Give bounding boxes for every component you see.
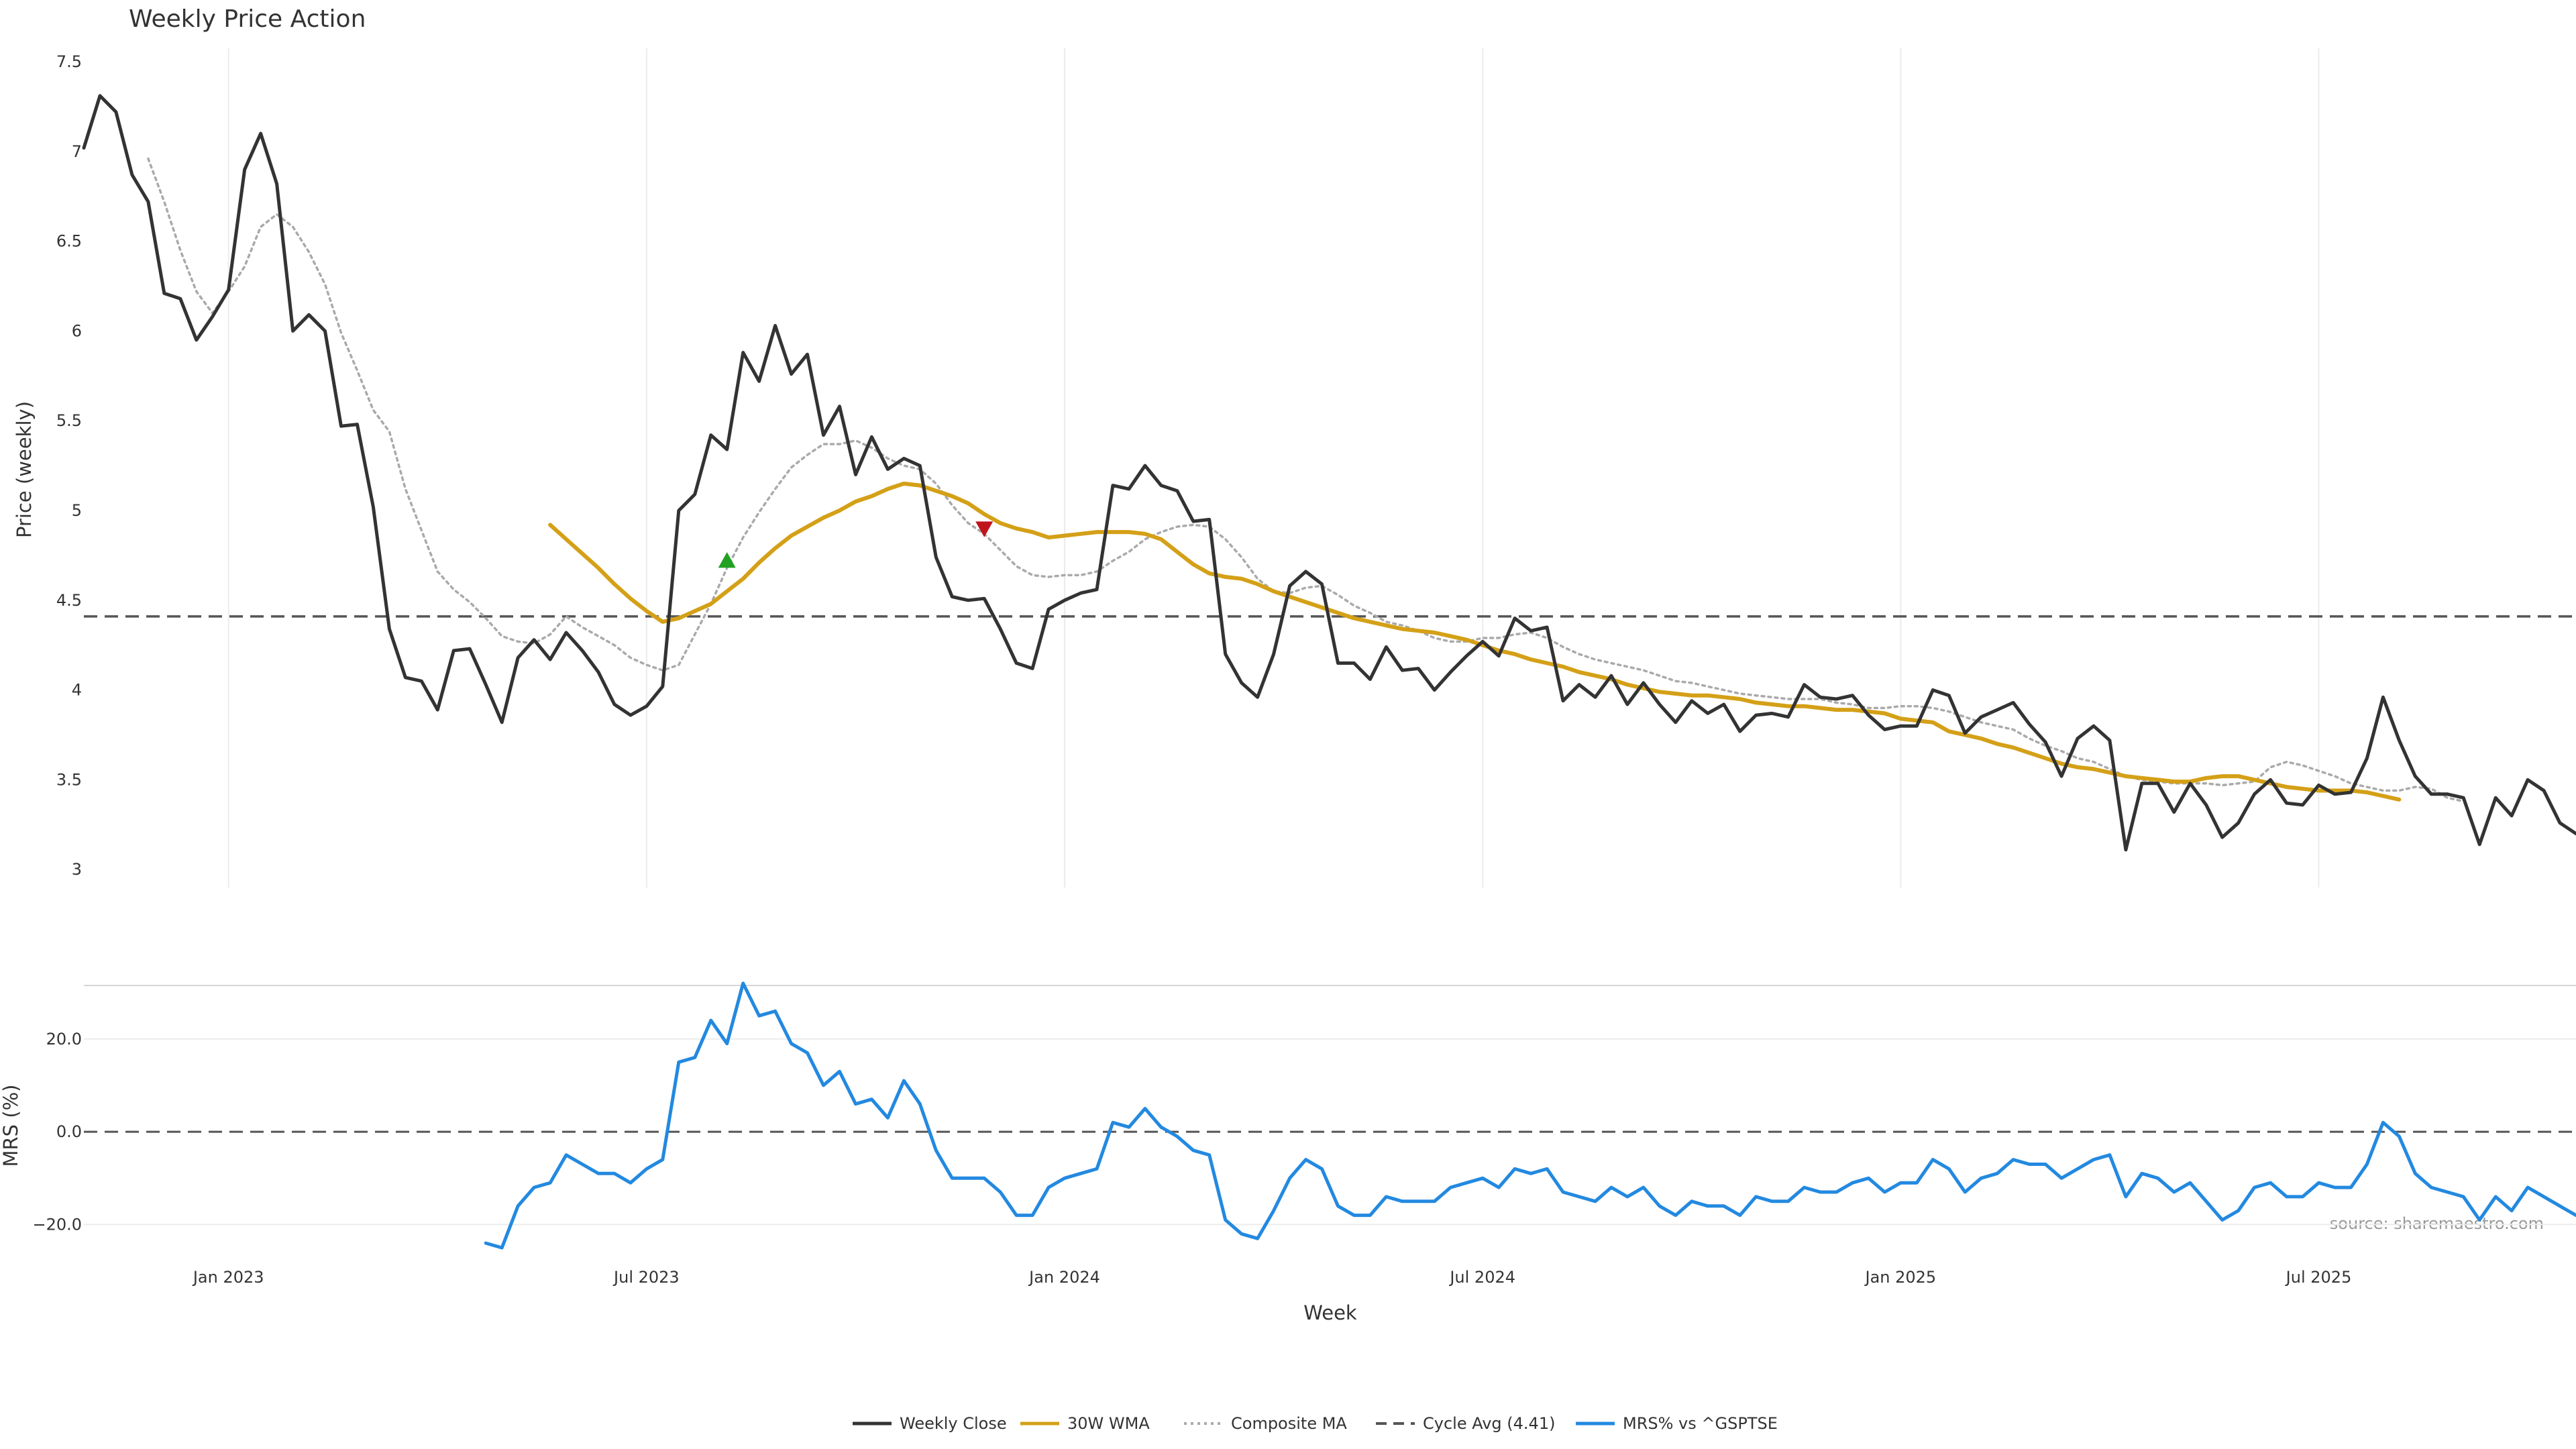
mrs-panel: −20.0 0.0 20.0 xyxy=(32,981,2576,1250)
mrs-y-tick-label: 0.0 xyxy=(56,1122,82,1141)
wma-30w-line xyxy=(548,481,2402,802)
composite-ma-line xyxy=(147,157,2465,803)
mrs-y-tick-label: 20.0 xyxy=(46,1030,82,1049)
price-y-tick-label: 6.5 xyxy=(56,232,82,251)
legend-label: Composite MA xyxy=(1231,1414,1347,1433)
price-y-tick-label: 6 xyxy=(72,321,82,340)
price-y-tick-label: 3.5 xyxy=(56,770,82,789)
price-y-tick-label: 4 xyxy=(72,681,82,700)
price-y-tick-label: 5.5 xyxy=(56,411,82,430)
x-axis: Jan 2023 Jul 2023 Jan 2024 Jul 2024 Jan 2025… xyxy=(192,1268,2351,1287)
price-y-tick-label: 4.5 xyxy=(56,591,82,610)
x-tick-label: Jul 2024 xyxy=(1448,1268,1515,1287)
x-axis-title: Week xyxy=(1303,1301,1357,1324)
price-y-tick-label: 5 xyxy=(72,501,82,520)
x-tick-label: Jan 2025 xyxy=(1864,1268,1937,1287)
weekly-close-line xyxy=(82,94,2576,852)
price-y-tick-label: 3 xyxy=(72,860,82,879)
legend-label: MRS% vs ^GSPTSE xyxy=(1623,1414,1778,1433)
legend-item: Composite MA xyxy=(1184,1414,1347,1433)
x-tick-label: Jul 2025 xyxy=(2285,1268,2352,1287)
buy-signal-marker xyxy=(718,551,736,568)
price-y-tick-label: 7.5 xyxy=(56,52,82,71)
mrs-y-tick-label: −20.0 xyxy=(32,1215,82,1234)
price-y-tick-label: 7 xyxy=(72,142,82,161)
legend-item: 30W WMA xyxy=(1020,1414,1150,1433)
price-panel: 3 3.5 4 4.5 5 5.5 6 6.5 7 7.5 xyxy=(56,48,2576,888)
legend-label: Weekly Close xyxy=(900,1414,1007,1433)
chart-title: Weekly Price Action xyxy=(129,5,366,33)
sell-signal-marker xyxy=(975,521,994,537)
legend-item: Cycle Avg (4.41) xyxy=(1376,1414,1555,1433)
x-tick-label: Jul 2023 xyxy=(612,1268,680,1287)
legend-label: 30W WMA xyxy=(1067,1414,1150,1433)
legend-label: Cycle Avg (4.41) xyxy=(1423,1414,1555,1433)
source-note: source: sharemaestro.com xyxy=(2330,1214,2544,1233)
legend-item: MRS% vs ^GSPTSE xyxy=(1576,1414,1778,1433)
x-tick-label: Jan 2024 xyxy=(1028,1268,1100,1287)
mrs-line xyxy=(484,981,2576,1250)
x-tick-label: Jan 2023 xyxy=(192,1268,264,1287)
mrs-y-axis-title: MRS (%) xyxy=(0,1085,22,1167)
price-y-axis-title: Price (weekly) xyxy=(13,401,36,538)
legend: Weekly Close 30W WMA Composite MA Cycle Avg… xyxy=(853,1414,1778,1433)
legend-item: Weekly Close xyxy=(853,1414,1007,1433)
